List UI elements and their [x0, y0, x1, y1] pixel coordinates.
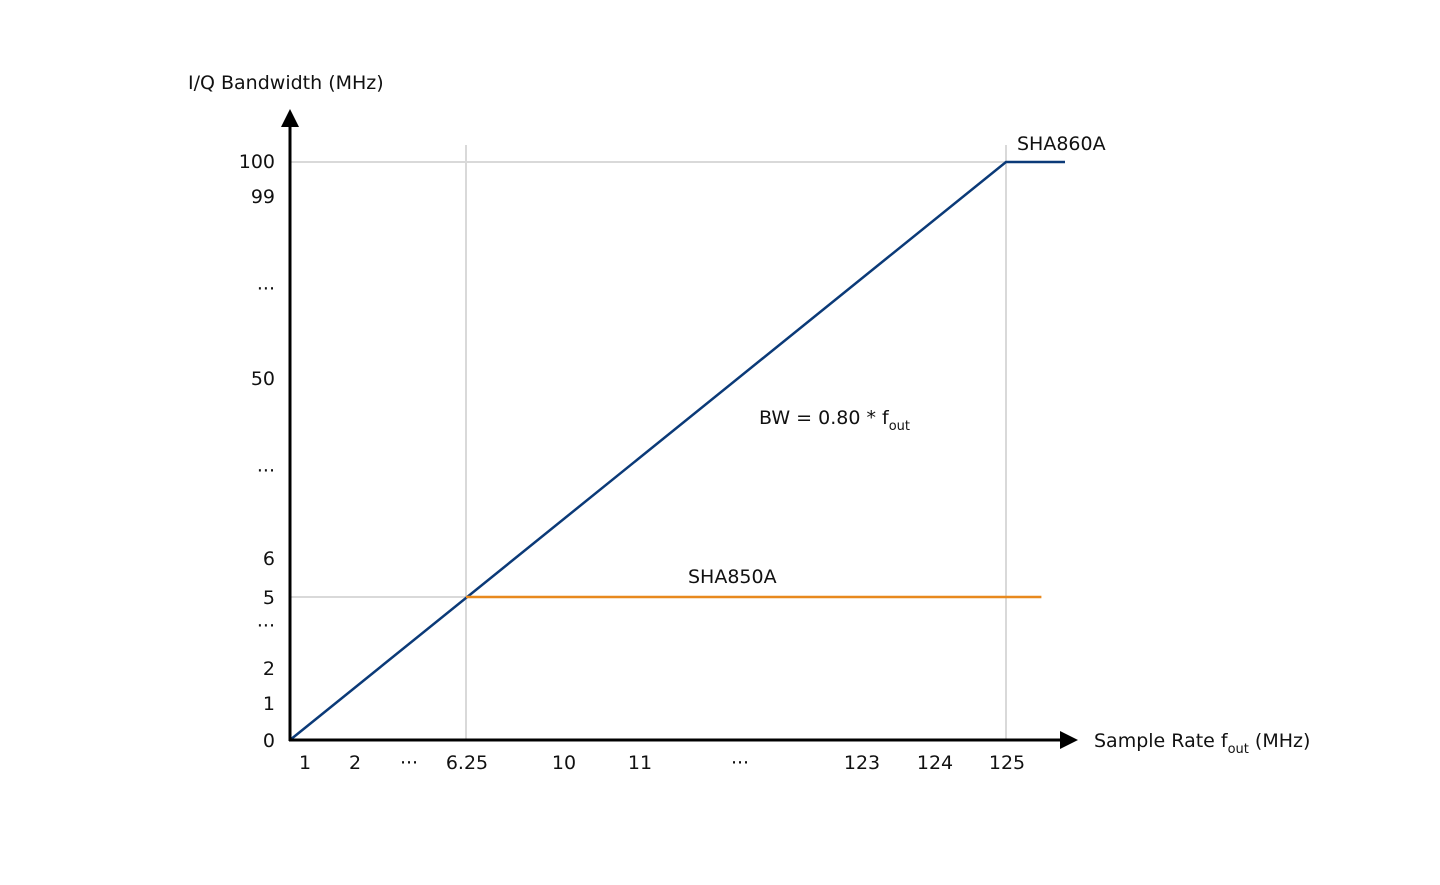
- x-tick-label: 125: [989, 752, 1025, 774]
- x-tick-label: 2: [349, 752, 361, 774]
- y-tick-label: ···: [257, 460, 275, 482]
- y-axis-arrow-icon: [281, 109, 299, 127]
- y-tick-label: ···: [257, 278, 275, 300]
- x-tick-label: ···: [400, 752, 418, 774]
- y-tick-label: 0: [263, 730, 275, 752]
- formula-sub: out: [889, 419, 910, 434]
- x-tick-label: 123: [844, 752, 880, 774]
- x-axis-label: Sample Rate fout (MHz): [1094, 730, 1310, 757]
- y-tick-label: 99: [251, 186, 275, 208]
- x-tick-label: ···: [731, 752, 749, 774]
- x-tick-label: 11: [628, 752, 652, 774]
- x-axis-arrow-icon: [1060, 731, 1078, 749]
- y-tick-label: 6: [263, 548, 275, 570]
- x-tick-label: 1: [299, 752, 311, 774]
- x-tick-label: 10: [552, 752, 576, 774]
- x-tick-label: 6.25: [446, 752, 488, 774]
- x-axis-label-main: Sample Rate f: [1094, 730, 1229, 752]
- gridlines: [290, 145, 1007, 740]
- y-tick-label: 100: [239, 151, 275, 173]
- y-tick-label: 2: [263, 658, 275, 680]
- x-axis-label-sub: out: [1228, 742, 1249, 757]
- y-tick-label: 1: [263, 693, 275, 715]
- formula-main: BW = 0.80 * f: [759, 407, 890, 429]
- formula-annotation: BW = 0.80 * fout: [759, 407, 910, 434]
- y-axis-label: I/Q Bandwidth (MHz): [188, 72, 384, 94]
- y-tick-label: ···: [257, 615, 275, 637]
- x-tick-label: 124: [917, 752, 953, 774]
- y-tick-label: 50: [251, 368, 275, 390]
- series-label-sha850a: SHA850A: [688, 566, 777, 588]
- x-axis-label-unit: (MHz): [1249, 730, 1311, 752]
- y-tick-label: 5: [263, 587, 275, 609]
- series-line-sha860a: [289, 160, 1065, 741]
- axes: [281, 109, 1078, 749]
- series-label-sha860a: SHA860A: [1017, 133, 1106, 155]
